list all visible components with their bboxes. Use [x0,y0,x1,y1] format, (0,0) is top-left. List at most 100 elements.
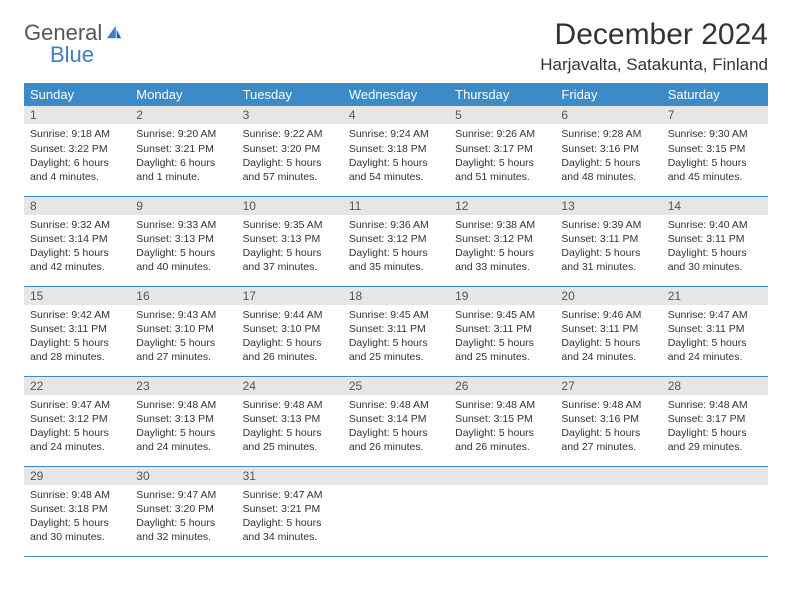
day-details: Sunrise: 9:18 AMSunset: 3:22 PMDaylight:… [24,124,130,189]
day-number: 1 [24,106,130,124]
day-details: Sunrise: 9:48 AMSunset: 3:17 PMDaylight:… [662,395,768,460]
day-details: Sunrise: 9:45 AMSunset: 3:11 PMDaylight:… [343,305,449,370]
location: Harjavalta, Satakunta, Finland [540,55,768,75]
header: GeneralBlue December 2024 Harjavalta, Sa… [24,18,768,75]
day-details: Sunrise: 9:24 AMSunset: 3:18 PMDaylight:… [343,124,449,189]
day-number-empty [662,467,768,485]
calendar-cell: 10Sunrise: 9:35 AMSunset: 3:13 PMDayligh… [237,196,343,286]
day-number: 12 [449,197,555,215]
calendar-cell: 28Sunrise: 9:48 AMSunset: 3:17 PMDayligh… [662,376,768,466]
day-number: 16 [130,287,236,305]
day-number: 13 [555,197,661,215]
day-details: Sunrise: 9:35 AMSunset: 3:13 PMDaylight:… [237,215,343,280]
day-number: 18 [343,287,449,305]
logo-sail-icon [105,22,123,44]
calendar-cell: 20Sunrise: 9:46 AMSunset: 3:11 PMDayligh… [555,286,661,376]
calendar-cell: 24Sunrise: 9:48 AMSunset: 3:13 PMDayligh… [237,376,343,466]
calendar-cell: 6Sunrise: 9:28 AMSunset: 3:16 PMDaylight… [555,106,661,196]
day-details: Sunrise: 9:22 AMSunset: 3:20 PMDaylight:… [237,124,343,189]
weekday-header: Monday [130,83,236,106]
calendar-cell: 15Sunrise: 9:42 AMSunset: 3:11 PMDayligh… [24,286,130,376]
day-details: Sunrise: 9:28 AMSunset: 3:16 PMDaylight:… [555,124,661,189]
day-number: 24 [237,377,343,395]
day-details: Sunrise: 9:36 AMSunset: 3:12 PMDaylight:… [343,215,449,280]
day-number: 7 [662,106,768,124]
day-number: 5 [449,106,555,124]
day-number: 20 [555,287,661,305]
day-number: 3 [237,106,343,124]
calendar-cell [555,466,661,556]
day-number: 4 [343,106,449,124]
calendar-row: 15Sunrise: 9:42 AMSunset: 3:11 PMDayligh… [24,286,768,376]
weekday-header: Friday [555,83,661,106]
day-number: 31 [237,467,343,485]
day-details: Sunrise: 9:20 AMSunset: 3:21 PMDaylight:… [130,124,236,189]
title-block: December 2024 Harjavalta, Satakunta, Fin… [540,18,768,75]
day-details: Sunrise: 9:48 AMSunset: 3:13 PMDaylight:… [237,395,343,460]
weekday-header: Thursday [449,83,555,106]
day-details: Sunrise: 9:32 AMSunset: 3:14 PMDaylight:… [24,215,130,280]
day-number: 27 [555,377,661,395]
day-details: Sunrise: 9:45 AMSunset: 3:11 PMDaylight:… [449,305,555,370]
logo-text-blue: Blue [50,44,123,66]
day-number: 23 [130,377,236,395]
calendar-cell: 3Sunrise: 9:22 AMSunset: 3:20 PMDaylight… [237,106,343,196]
calendar-cell: 17Sunrise: 9:44 AMSunset: 3:10 PMDayligh… [237,286,343,376]
day-number: 25 [343,377,449,395]
day-details: Sunrise: 9:33 AMSunset: 3:13 PMDaylight:… [130,215,236,280]
calendar-cell: 12Sunrise: 9:38 AMSunset: 3:12 PMDayligh… [449,196,555,286]
day-number-empty [555,467,661,485]
month-title: December 2024 [540,18,768,52]
day-number: 14 [662,197,768,215]
day-details: Sunrise: 9:48 AMSunset: 3:18 PMDaylight:… [24,485,130,550]
calendar-row: 8Sunrise: 9:32 AMSunset: 3:14 PMDaylight… [24,196,768,286]
calendar-cell: 5Sunrise: 9:26 AMSunset: 3:17 PMDaylight… [449,106,555,196]
calendar-cell: 26Sunrise: 9:48 AMSunset: 3:15 PMDayligh… [449,376,555,466]
day-details: Sunrise: 9:47 AMSunset: 3:11 PMDaylight:… [662,305,768,370]
calendar-row: 29Sunrise: 9:48 AMSunset: 3:18 PMDayligh… [24,466,768,556]
day-details: Sunrise: 9:26 AMSunset: 3:17 PMDaylight:… [449,124,555,189]
calendar-cell: 16Sunrise: 9:43 AMSunset: 3:10 PMDayligh… [130,286,236,376]
day-details: Sunrise: 9:48 AMSunset: 3:15 PMDaylight:… [449,395,555,460]
calendar-cell: 9Sunrise: 9:33 AMSunset: 3:13 PMDaylight… [130,196,236,286]
calendar-cell: 31Sunrise: 9:47 AMSunset: 3:21 PMDayligh… [237,466,343,556]
calendar-cell: 1Sunrise: 9:18 AMSunset: 3:22 PMDaylight… [24,106,130,196]
calendar-cell: 22Sunrise: 9:47 AMSunset: 3:12 PMDayligh… [24,376,130,466]
day-number: 21 [662,287,768,305]
calendar-cell [449,466,555,556]
day-number: 28 [662,377,768,395]
day-details: Sunrise: 9:47 AMSunset: 3:20 PMDaylight:… [130,485,236,550]
calendar-cell: 29Sunrise: 9:48 AMSunset: 3:18 PMDayligh… [24,466,130,556]
day-number-empty [343,467,449,485]
calendar-cell: 7Sunrise: 9:30 AMSunset: 3:15 PMDaylight… [662,106,768,196]
day-details: Sunrise: 9:30 AMSunset: 3:15 PMDaylight:… [662,124,768,189]
calendar-cell: 2Sunrise: 9:20 AMSunset: 3:21 PMDaylight… [130,106,236,196]
day-number: 17 [237,287,343,305]
calendar-cell: 19Sunrise: 9:45 AMSunset: 3:11 PMDayligh… [449,286,555,376]
calendar-cell [343,466,449,556]
day-number: 6 [555,106,661,124]
day-number: 22 [24,377,130,395]
calendar-cell: 21Sunrise: 9:47 AMSunset: 3:11 PMDayligh… [662,286,768,376]
day-number: 19 [449,287,555,305]
day-details: Sunrise: 9:39 AMSunset: 3:11 PMDaylight:… [555,215,661,280]
weekday-header: Tuesday [237,83,343,106]
day-number: 11 [343,197,449,215]
weekday-header: Sunday [24,83,130,106]
calendar-cell: 14Sunrise: 9:40 AMSunset: 3:11 PMDayligh… [662,196,768,286]
weekday-header: Wednesday [343,83,449,106]
calendar-cell [662,466,768,556]
calendar-cell: 11Sunrise: 9:36 AMSunset: 3:12 PMDayligh… [343,196,449,286]
day-number: 9 [130,197,236,215]
day-number: 29 [24,467,130,485]
logo: GeneralBlue [24,18,123,66]
calendar-cell: 25Sunrise: 9:48 AMSunset: 3:14 PMDayligh… [343,376,449,466]
weekday-header: Saturday [662,83,768,106]
day-details: Sunrise: 9:42 AMSunset: 3:11 PMDaylight:… [24,305,130,370]
day-number: 30 [130,467,236,485]
logo-text-general: General [24,22,102,44]
calendar-cell: 13Sunrise: 9:39 AMSunset: 3:11 PMDayligh… [555,196,661,286]
day-number: 8 [24,197,130,215]
calendar-cell: 30Sunrise: 9:47 AMSunset: 3:20 PMDayligh… [130,466,236,556]
day-number: 10 [237,197,343,215]
